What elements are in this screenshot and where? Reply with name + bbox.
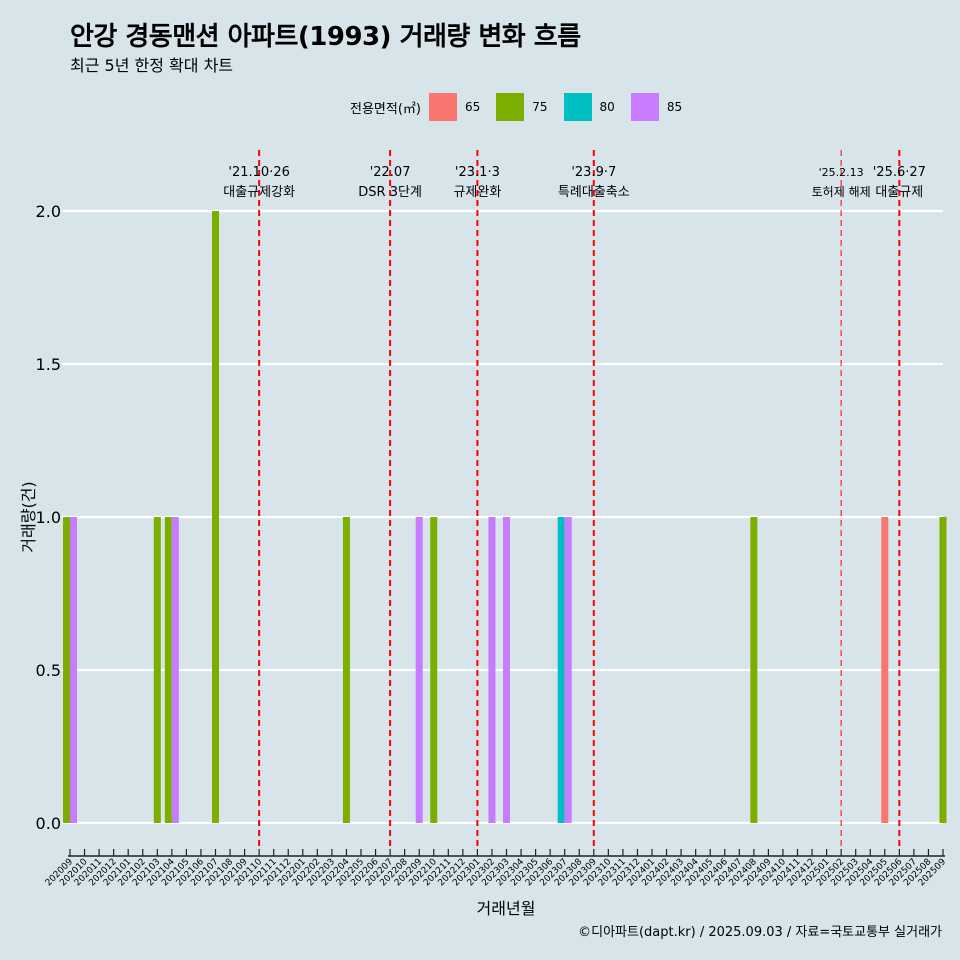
bar-75-202408 — [750, 517, 758, 823]
legend-label-75: 75 — [532, 100, 548, 114]
bar-75-202009 — [63, 517, 70, 823]
bar-75-202210 — [430, 517, 438, 823]
y-tick-label: 2.0 — [36, 202, 61, 221]
legend-key-65 — [428, 93, 457, 121]
legend-label-80: 80 — [599, 100, 615, 114]
legend-key-80 — [563, 93, 592, 121]
bar-85-202302 — [488, 517, 496, 823]
bar-65-202505 — [881, 517, 889, 823]
legend-label-65: 65 — [464, 100, 481, 114]
event-label-desc: DSR 3단계 — [358, 185, 422, 200]
y-axis-title: 거래량(건) — [19, 481, 38, 552]
bar-75-202104 — [164, 517, 172, 823]
bar-75-202509 — [939, 517, 947, 823]
chart-title: 안강 경동맨션 아파트(1993) 거래량 변화 흐름 — [70, 22, 581, 52]
event-label-desc: 토허제 해제 — [812, 185, 871, 199]
bar-85-202307 — [564, 517, 572, 823]
bar-75-202103 — [153, 517, 161, 823]
event-label-date: '23.9·7 — [571, 165, 616, 180]
bar-80-202307 — [557, 517, 565, 823]
y-tick-label: 1.0 — [36, 508, 61, 527]
bar-85-202009 — [70, 517, 77, 823]
source-caption: ©디아파트(dapt.kr) / 2025.09.03 / 자료=국토교통부 실… — [578, 925, 942, 940]
event-label-date: '21.10·26 — [228, 165, 289, 180]
event-label-desc: 대출규제 — [875, 185, 923, 200]
event-label-date: '23.1·3 — [455, 165, 500, 180]
bar-85-202303 — [503, 517, 510, 823]
event-label-date: '25.2.13 — [819, 166, 864, 179]
event-label-desc: 대출규제강화 — [223, 185, 295, 200]
legend-label-85: 85 — [666, 100, 683, 114]
event-label-date: '22.07 — [370, 165, 411, 180]
legend-key-75 — [496, 93, 525, 121]
bar-85-202209 — [415, 517, 423, 823]
event-label-desc: 특례대출축소 — [558, 185, 630, 200]
legend-key-85 — [630, 93, 659, 121]
legend-title: 전용면적(㎡) — [350, 101, 421, 117]
legend: 전용면적(㎡) 65 75 80 85 — [350, 93, 698, 121]
y-tick-label: 1.5 — [36, 355, 61, 374]
event-label-desc: 규제완화 — [453, 185, 501, 200]
event-label-date: '25.6·27 — [873, 165, 926, 180]
bar-75-202107 — [212, 211, 219, 823]
y-tick-label: 0.5 — [36, 661, 61, 680]
x-axis-title: 거래년월 — [477, 899, 536, 918]
bar-85-202104 — [171, 517, 179, 823]
chart-subtitle: 최근 5년 한정 확대 차트 — [70, 56, 234, 75]
y-tick-label: 0.0 — [36, 814, 61, 833]
bar-75-202204 — [342, 517, 350, 823]
